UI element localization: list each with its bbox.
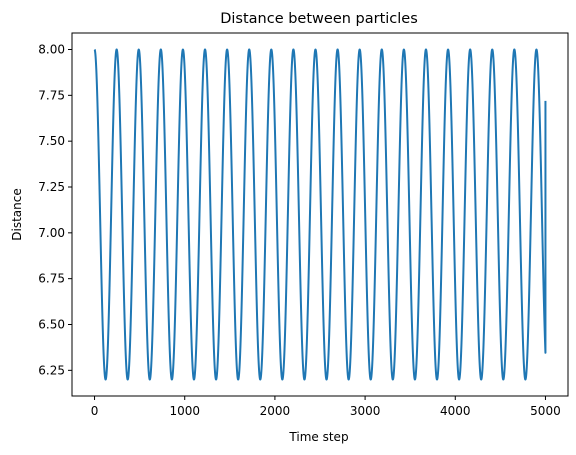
y-tick-label: 7.00 bbox=[38, 226, 65, 240]
y-tick-label: 7.50 bbox=[38, 134, 65, 148]
x-tick-label: 1000 bbox=[169, 404, 200, 418]
y-axis-label: Distance bbox=[10, 188, 24, 240]
y-tick-label: 7.75 bbox=[38, 88, 65, 102]
plot-area bbox=[93, 48, 547, 381]
x-axis: 0 1000 2000 3000 4000 5000 bbox=[91, 396, 561, 418]
y-tick-label: 6.75 bbox=[38, 272, 65, 286]
y-axis: 6.25 6.50 6.75 7.00 7.25 7.50 7.75 8.00 bbox=[38, 43, 72, 377]
plot-frame bbox=[71, 32, 569, 397]
y-tick-label: 6.50 bbox=[38, 318, 65, 332]
y-tick-label: 8.00 bbox=[38, 43, 65, 57]
x-tick-label: 0 bbox=[91, 404, 99, 418]
x-tick-label: 5000 bbox=[530, 404, 561, 418]
x-tick-label: 3000 bbox=[350, 404, 381, 418]
x-axis-label: Time step bbox=[288, 430, 348, 444]
series-line bbox=[93, 48, 547, 381]
y-tick-label: 6.25 bbox=[38, 363, 65, 377]
chart-title: Distance between particles bbox=[220, 11, 418, 27]
x-tick-label: 4000 bbox=[440, 404, 471, 418]
y-tick-label: 7.25 bbox=[38, 180, 65, 194]
x-tick-label: 2000 bbox=[260, 404, 291, 418]
